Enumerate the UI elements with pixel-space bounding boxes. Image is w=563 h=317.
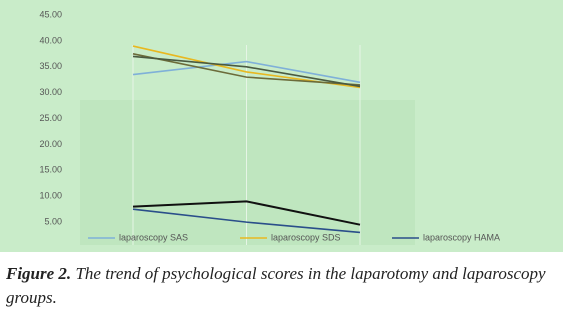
y-tick-label: 20.00 — [39, 139, 62, 149]
series-line — [132, 53, 361, 86]
legend-label: laparoscopy HAMA — [423, 232, 500, 242]
series-line — [132, 200, 361, 226]
y-tick-label: 45.00 — [39, 9, 62, 19]
caption: Figure 2. The trend of psychological sco… — [6, 262, 558, 310]
legend-label: laparoscopy SAS — [119, 232, 188, 242]
chart: 5.00 10.00 15.00 20.00 25.00 30.00 35.00 40.00 4… — [0, 0, 563, 252]
y-tick-label: 30.00 — [39, 87, 62, 97]
y-tick-label: 5.00 — [44, 216, 62, 226]
y-tick-label: 15.00 — [39, 165, 62, 175]
caption-label: Figure 2. — [6, 264, 72, 283]
series-line — [132, 208, 361, 234]
series-line — [132, 55, 361, 88]
legend-label: laparoscopy SDS — [271, 232, 341, 242]
y-tick-label: 25.00 — [39, 113, 62, 123]
plot-shade — [80, 100, 415, 245]
y-tick-label: 35.00 — [39, 61, 62, 71]
y-tick-label: 10.00 — [39, 191, 62, 201]
y-tick-label: 40.00 — [39, 35, 62, 45]
caption-text: The trend of psychological scores in the… — [6, 264, 546, 307]
series-line — [132, 60, 361, 84]
